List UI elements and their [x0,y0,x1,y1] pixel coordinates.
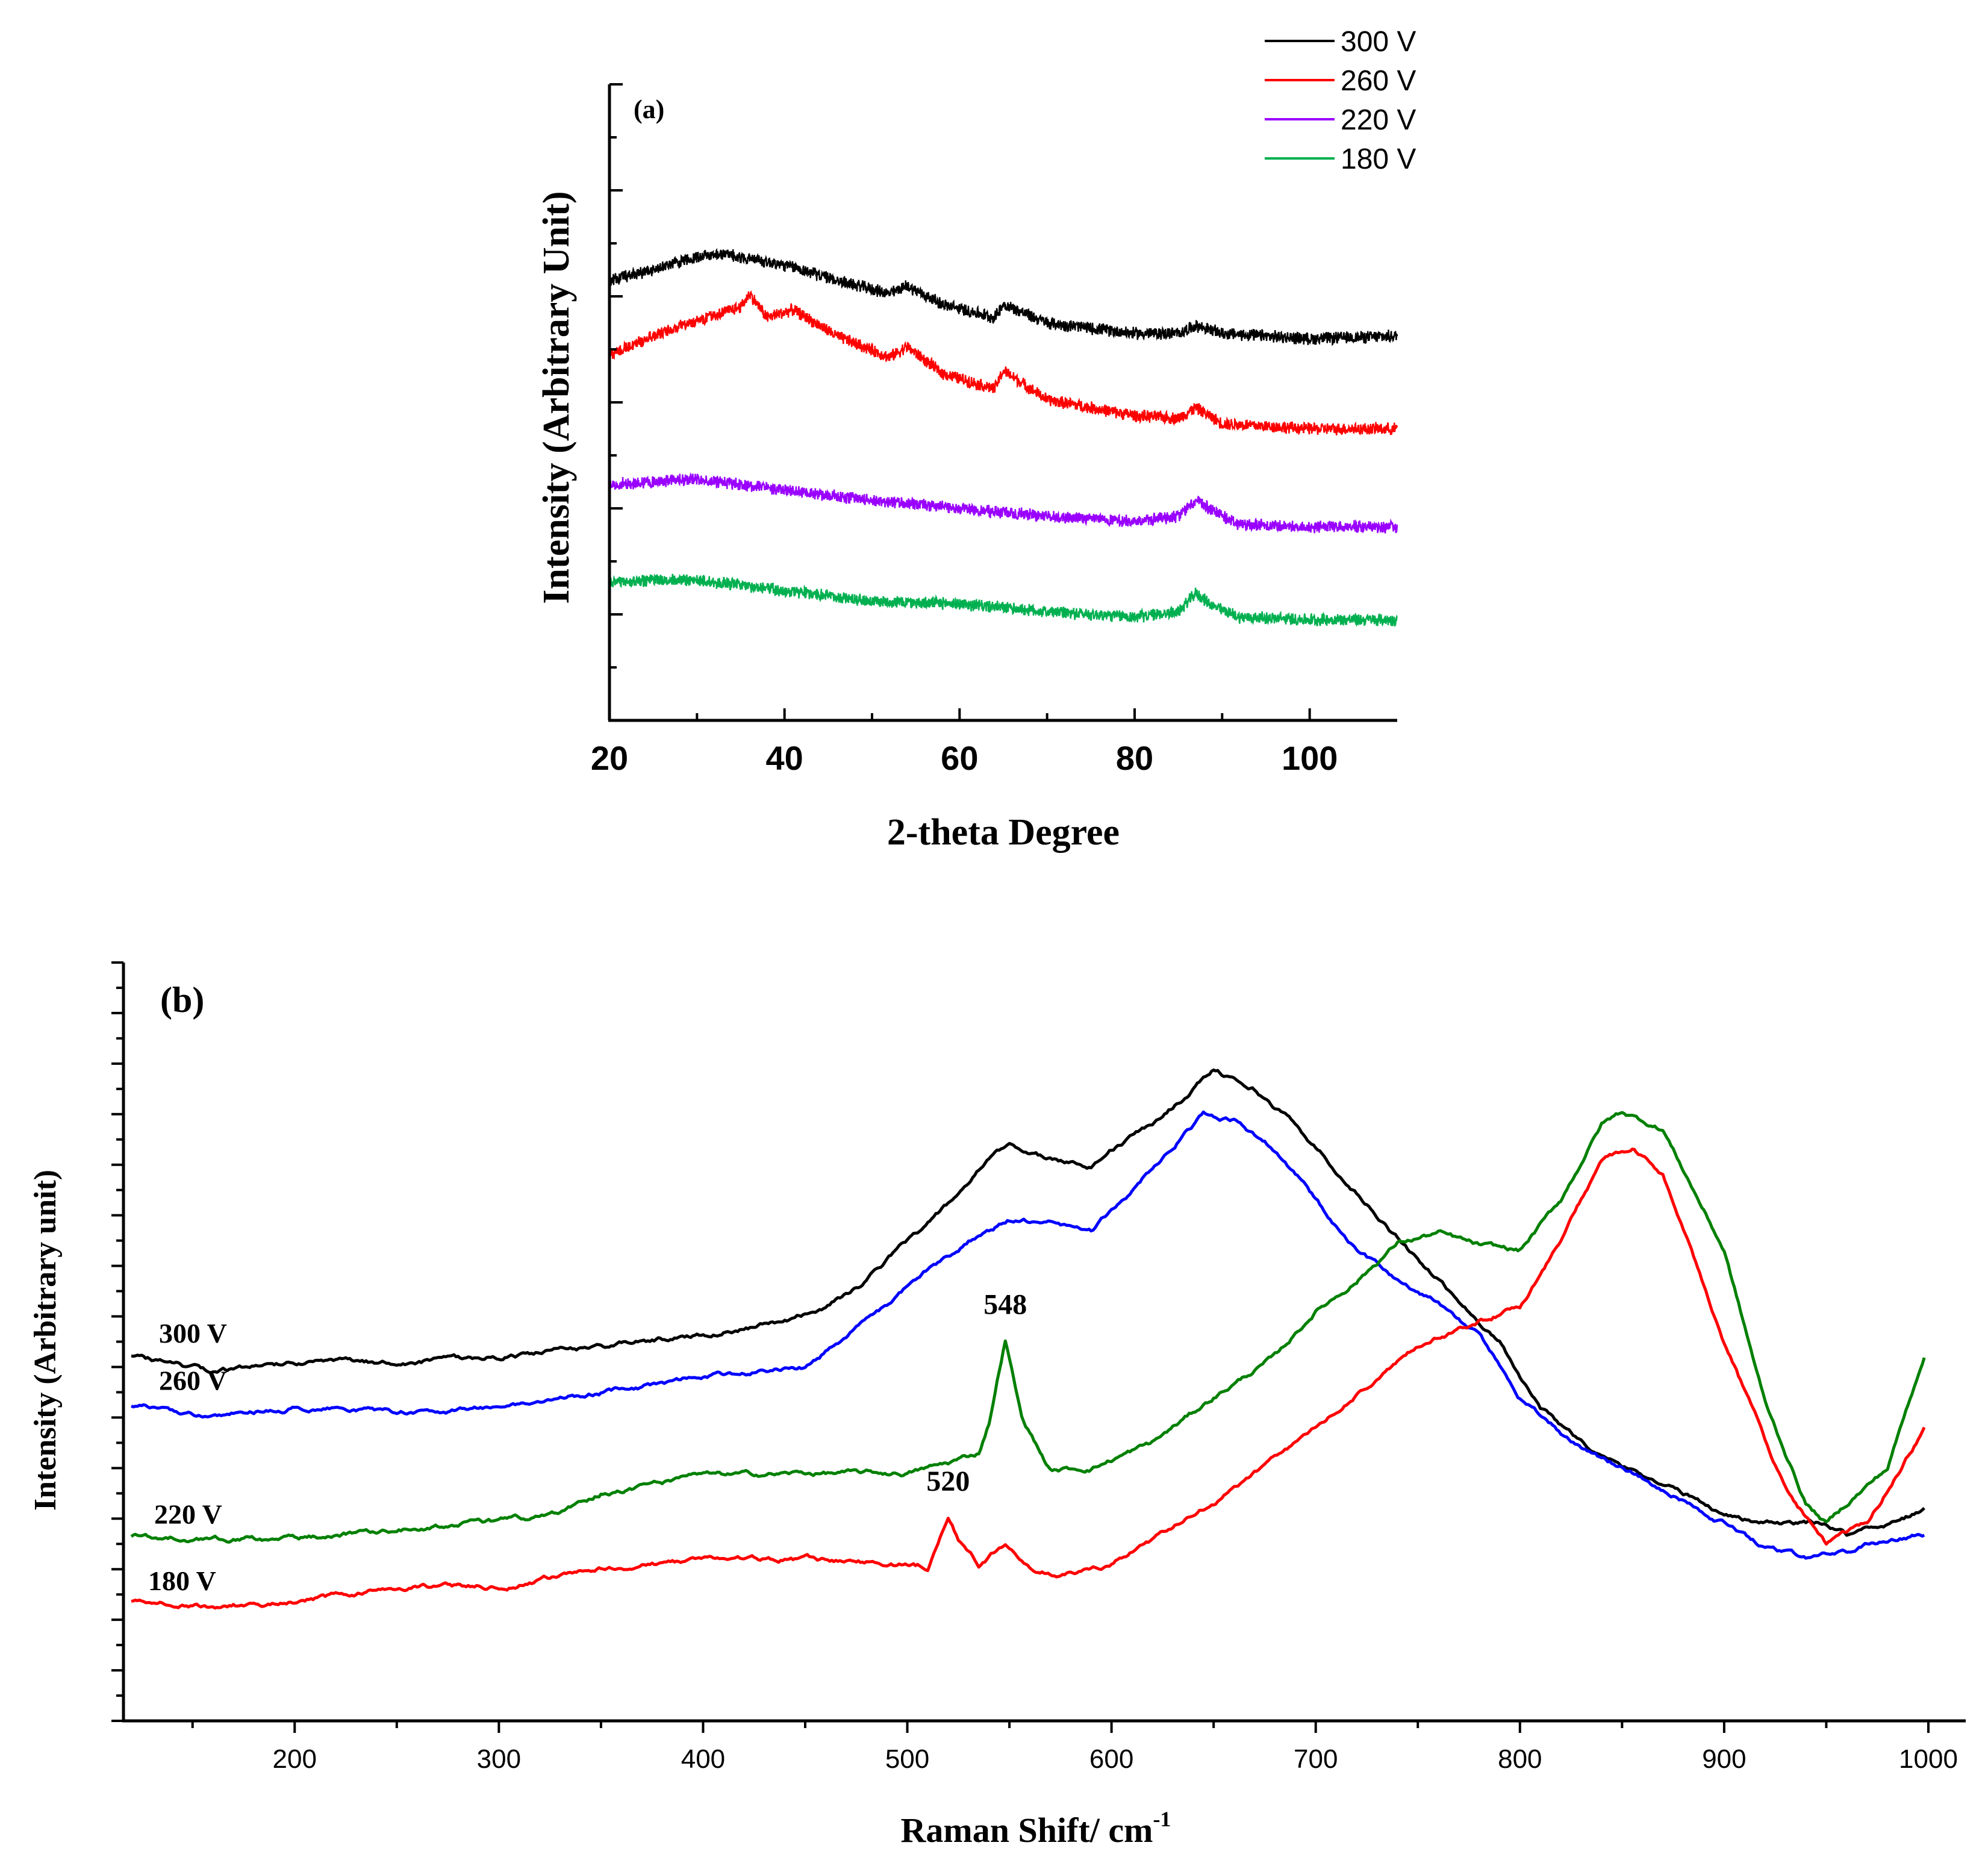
raman-line-300-v [131,1068,1925,1537]
peak-label-548: 548 [983,1288,1027,1320]
legend-label-220-v: 220 V [1341,104,1416,136]
panel-a-x-tick-label: 20 [591,739,628,777]
panel-a: 20 40 60 80 100 (a) 2-theta Degree Intensity… [536,26,1416,853]
panel-b-x-tick-label: 300 [477,1744,521,1774]
panel-b-x-tick-label: 900 [1702,1744,1746,1774]
panel-b-annotations: 300 V 260 V 220 V 180 V 548 520 [148,1288,1027,1596]
raman-line-220-v [130,1111,1926,1544]
legend-label-180-v: 180 V [1341,143,1416,175]
panel-b-x-axis-title: Raman Shift/ cm-1 [901,1807,1171,1850]
curve-label-220-v: 220 V [154,1499,222,1530]
panel-b-x-tick-label: 700 [1294,1744,1338,1774]
panel-b-x-tick-label: 400 [681,1744,725,1774]
panel-b-x-ticks: 200 300 400 500 600 700 800 900 1000 [191,1721,1958,1774]
panel-a-x-ticks: 20 40 60 80 100 [591,708,1338,777]
panel-a-series-group [608,248,1398,628]
panel-a-x-tick-label: 80 [1116,739,1153,777]
panel-a-legend: 300 V 260 V 220 V 180 V [1265,26,1416,175]
panel-b-x-axis-title-superscript: -1 [1153,1807,1171,1831]
legend-label-300-v: 300 V [1341,26,1416,58]
panel-b-x-tick-label: 500 [885,1744,929,1774]
curve-label-260-v: 260 V [159,1365,227,1396]
curve-label-180-v: 180 V [148,1565,216,1596]
curve-label-300-v: 300 V [159,1318,227,1349]
xrd-line-260-v [608,290,1398,435]
panel-b-x-tick-label: 800 [1498,1744,1542,1774]
panel-a-y-ticks [609,83,623,722]
panel-a-x-tick-label: 40 [766,739,803,777]
peak-label-520: 520 [926,1465,970,1497]
panel-a-x-tick-label: 60 [941,739,978,777]
xrd-line-300-v [608,248,1398,346]
panel-b-x-tick-label: 1000 [1899,1744,1958,1774]
panel-b-series-group [130,1068,1926,1610]
panel-b-x-axis-title-main: Raman Shift/ cm [901,1811,1153,1850]
xrd-line-180-v [608,573,1398,628]
panel-b-label: (b) [160,980,204,1020]
xrd-line-220-v [609,472,1398,534]
legend-label-260-v: 260 V [1341,65,1416,97]
raman-line-260-v [131,1110,1925,1560]
panel-b-x-tick-label: 600 [1089,1744,1133,1774]
panel-b: 200 300 400 500 600 700 800 900 1000 (b) Raman S… [28,961,1966,1850]
panel-b-y-ticks [111,961,123,1722]
panel-b-y-axis-title: Intensity (Arbitrary unit) [28,1170,63,1511]
raman-line-180-v [131,1147,1926,1610]
panel-a-y-axis-title: Intensity (Arbitrary Unit) [536,191,577,604]
panel-a-x-tick-label: 100 [1282,739,1338,777]
panel-b-x-tick-label: 200 [273,1744,317,1774]
panel-a-x-axis-title: 2-theta Degree [887,812,1120,853]
panel-a-label: (a) [634,95,664,124]
